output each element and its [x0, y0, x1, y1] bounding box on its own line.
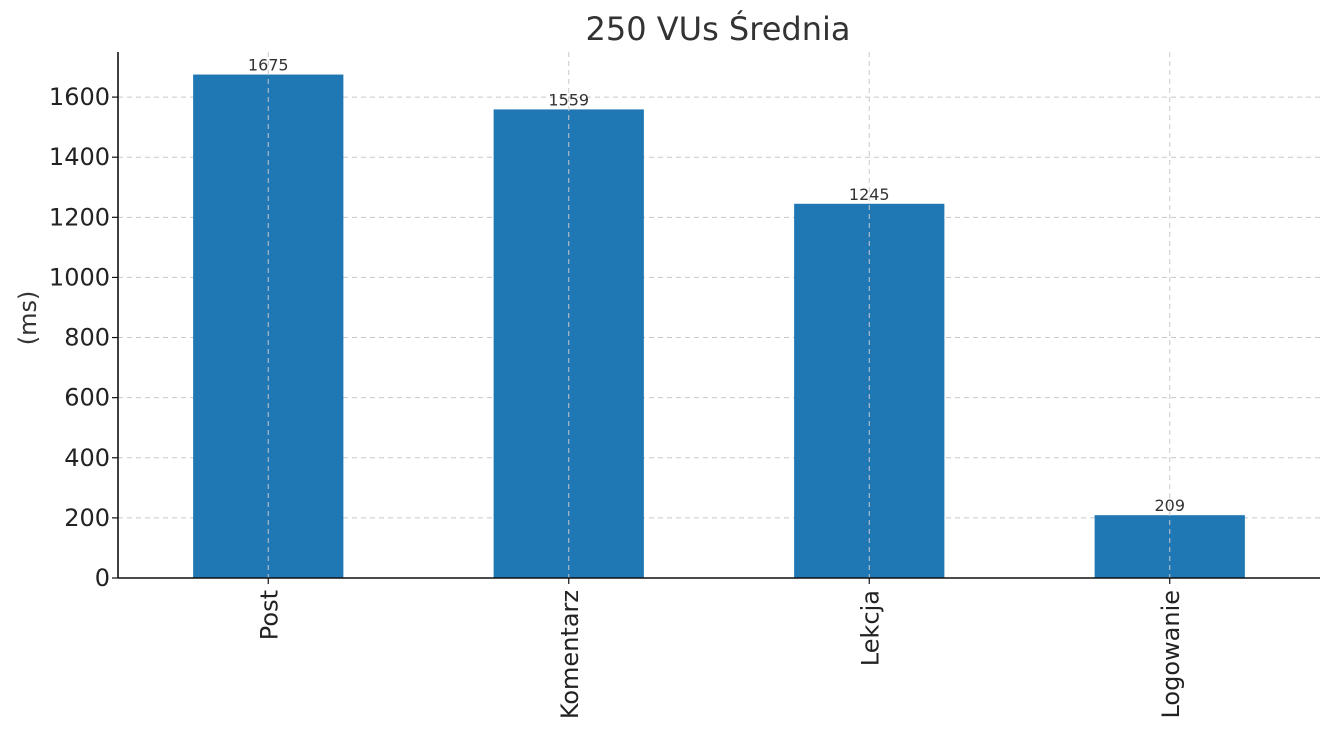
x-tick-label: Lekcja: [856, 590, 884, 666]
bar-value-label: 209: [1154, 496, 1185, 515]
y-axis-label: (ms): [14, 291, 42, 346]
bar-value-label: 1245: [849, 185, 890, 204]
y-tick-label: 1200: [49, 203, 110, 231]
bars-layer: [193, 52, 1245, 579]
y-tick-label: 1600: [49, 83, 110, 111]
y-tick-label: 600: [64, 384, 110, 412]
y-tick-label: 0: [95, 564, 110, 592]
x-tick-label: Logowanie: [1157, 590, 1185, 719]
y-tick-label: 1000: [49, 263, 110, 291]
labels-layer: 0 200 400 600 800 1000 1200 1400 1600 Post 1675 Kom…: [49, 56, 1185, 720]
y-tick-label: 200: [64, 504, 110, 532]
x-tick-label: Post: [255, 590, 283, 640]
bar-value-label: 1675: [248, 56, 289, 75]
y-tick-label: 400: [64, 444, 110, 472]
y-tick-label: 800: [64, 324, 110, 352]
x-tick-label: Komentarz: [556, 590, 584, 719]
bar-value-label: 1559: [548, 90, 589, 109]
y-tick-label: 1400: [49, 143, 110, 171]
axes-layer: [112, 52, 1320, 584]
chart-title: 250 VUs Średnia: [586, 9, 851, 48]
